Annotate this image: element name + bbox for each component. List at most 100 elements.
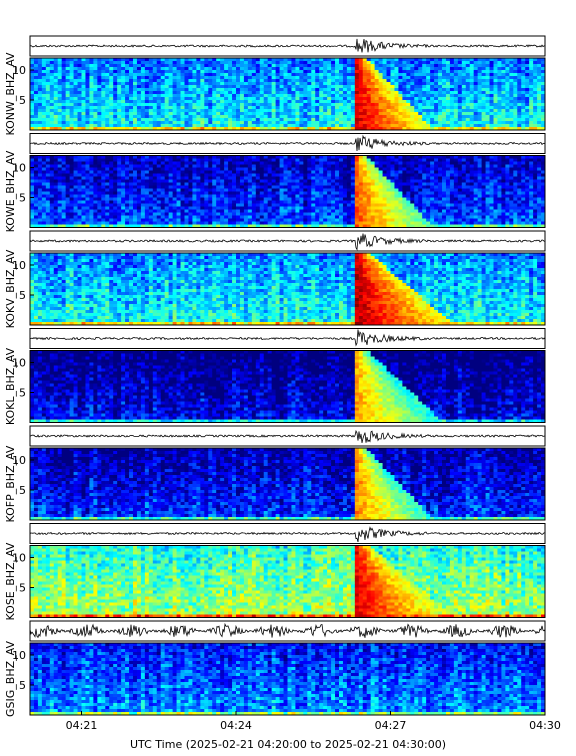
spectrogram-cell	[137, 207, 141, 210]
spectrogram-cell	[521, 76, 525, 79]
spectrogram-cell	[303, 165, 307, 168]
spectrogram-cell	[363, 79, 367, 82]
spectrogram-cell	[323, 168, 327, 171]
spectrogram-cell	[240, 156, 244, 159]
spectrogram-cell	[509, 94, 513, 97]
spectrogram-cell	[462, 64, 466, 67]
spectrogram-cell	[177, 76, 181, 79]
spectrogram-cell	[256, 94, 260, 97]
spectrogram-cell	[458, 100, 462, 103]
spectrogram-cell	[327, 174, 331, 177]
spectrogram-cell	[157, 207, 161, 210]
spectrogram-cell	[331, 222, 335, 225]
spectrogram-cell	[280, 58, 284, 61]
spectrogram-cell	[323, 183, 327, 186]
spectrogram-cell	[303, 58, 307, 61]
spectrogram-cell	[311, 168, 315, 171]
spectrogram-cell	[533, 121, 537, 124]
spectrogram-cell	[97, 192, 101, 195]
spectrogram-cell	[466, 100, 470, 103]
spectrogram-cell	[450, 106, 454, 109]
spectrogram-cell	[406, 82, 410, 85]
spectrogram-cell	[153, 198, 157, 201]
spectrogram-cell	[85, 70, 89, 73]
spectrogram-cell	[216, 103, 220, 106]
spectrogram-cell	[85, 61, 89, 64]
spectrogram-cell	[236, 213, 240, 216]
spectrogram-cell	[351, 124, 355, 127]
spectrogram-cell	[105, 112, 109, 115]
spectrogram-cell	[319, 180, 323, 183]
spectrogram-cell	[434, 124, 438, 127]
spectrogram-cell	[470, 67, 474, 70]
spectrogram-cell	[517, 115, 521, 118]
spectrogram-cell	[137, 216, 141, 219]
spectrogram-cell	[42, 100, 46, 103]
spectrogram-cell	[181, 115, 185, 118]
spectrogram-cell	[181, 174, 185, 177]
spectrogram-cell	[402, 112, 406, 115]
spectrogram-cell	[406, 79, 410, 82]
spectrogram-cell	[196, 94, 200, 97]
spectrogram-cell	[161, 210, 165, 213]
spectrogram-cell	[196, 174, 200, 177]
spectrogram-cell	[248, 195, 252, 198]
spectrogram-cell	[30, 207, 34, 210]
spectrogram-cell	[426, 112, 430, 115]
spectrogram-cell	[46, 162, 50, 165]
spectrogram-cell	[161, 162, 165, 165]
spectrogram-cell	[173, 204, 177, 207]
spectrogram-cell	[268, 88, 272, 91]
spectrogram-cell	[105, 162, 109, 165]
spectrogram-cell	[228, 195, 232, 198]
spectrogram-cell	[185, 94, 189, 97]
spectrogram-cell	[228, 103, 232, 106]
spectrogram-cell	[125, 219, 129, 222]
spectrogram-cell	[34, 121, 38, 124]
spectrogram-cell	[490, 103, 494, 106]
spectrogram-cell	[129, 100, 133, 103]
spectrogram-cell	[173, 115, 177, 118]
spectrogram-cell	[260, 189, 264, 192]
spectrogram-cell	[303, 109, 307, 112]
spectrogram-cell	[248, 174, 252, 177]
spectrogram-cell	[109, 159, 113, 162]
spectrogram-cell	[272, 174, 276, 177]
spectrogram-cell	[387, 124, 391, 127]
spectrogram-cell	[141, 198, 145, 201]
spectrogram-cell	[181, 195, 185, 198]
spectrogram-cell	[240, 213, 244, 216]
spectrogram-cell	[323, 109, 327, 112]
spectrogram-cell	[533, 118, 537, 121]
spectrogram-cell	[268, 204, 272, 207]
spectrogram-cell	[434, 97, 438, 100]
spectrogram-cell	[46, 115, 50, 118]
spectrogram-cell	[288, 88, 292, 91]
spectrogram-cell	[50, 115, 54, 118]
spectrogram-cell	[50, 177, 54, 180]
spectrogram-cell	[188, 195, 192, 198]
spectrogram-cell	[232, 183, 236, 186]
spectrogram-cell	[85, 168, 89, 171]
spectrogram-cell	[260, 198, 264, 201]
spectrogram-cell	[303, 94, 307, 97]
spectrogram-cell	[145, 213, 149, 216]
spectrogram-cell	[517, 70, 521, 73]
spectrogram-cell	[74, 204, 78, 207]
spectrogram-cell	[228, 204, 232, 207]
spectrogram-cell	[276, 168, 280, 171]
spectrogram-cell	[272, 159, 276, 162]
spectrogram-cell	[101, 112, 105, 115]
spectrogram-cell	[204, 67, 208, 70]
spectrogram-cell	[38, 186, 42, 189]
spectrogram-cell	[315, 94, 319, 97]
spectrogram-cell	[177, 186, 181, 189]
spectrogram-cell	[363, 67, 367, 70]
spectrogram-cell	[276, 219, 280, 222]
spectrogram-cell	[200, 121, 204, 124]
spectrogram-cell	[188, 85, 192, 88]
spectrogram-cell	[141, 213, 145, 216]
spectrogram-cell	[196, 115, 200, 118]
spectrogram-cell	[430, 61, 434, 64]
spectrogram-cell	[125, 192, 129, 195]
